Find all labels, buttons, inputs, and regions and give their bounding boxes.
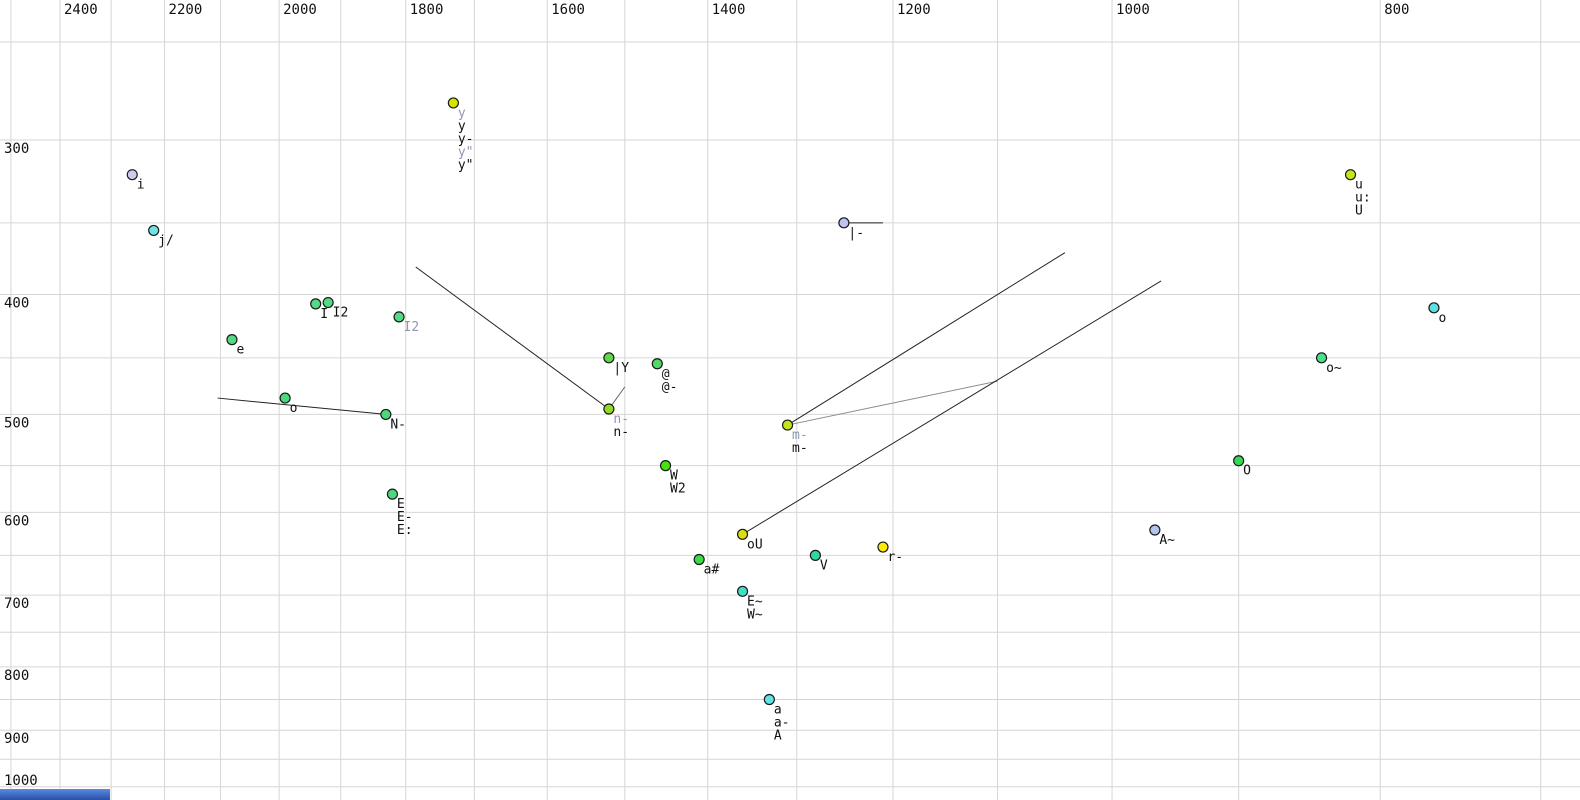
point-label: u: [1355, 178, 1363, 193]
point-label: m-: [792, 428, 808, 443]
point-label: E~: [747, 594, 763, 609]
data-point[interactable]: [279, 392, 291, 404]
point-label: A: [774, 728, 782, 743]
y-tick-label: 300: [4, 141, 29, 157]
point-label: I: [320, 307, 328, 322]
point-label: N-: [390, 417, 406, 432]
data-point[interactable]: [659, 460, 672, 472]
data-point[interactable]: [1233, 455, 1245, 467]
y-tick-label: 1000: [4, 773, 38, 789]
data-point[interactable]: [603, 403, 615, 415]
point-label: o~: [1326, 361, 1342, 376]
data-point[interactable]: [1315, 352, 1328, 364]
data-point[interactable]: [393, 311, 405, 323]
point-label: U: [1355, 204, 1363, 219]
point-label: o: [290, 401, 298, 416]
point-label: V: [820, 558, 828, 573]
point-label: r-: [887, 550, 903, 565]
point-label: O: [1243, 464, 1251, 479]
point-label: i: [137, 178, 145, 193]
point-label: W~: [747, 607, 763, 622]
point-label: @-: [662, 380, 678, 395]
point-label: o: [1438, 311, 1446, 326]
trajectory-line: [415, 266, 610, 410]
data-point[interactable]: [322, 296, 334, 309]
data-point[interactable]: [603, 352, 615, 364]
y-tick-label: 500: [4, 415, 29, 431]
point-label: I2: [333, 306, 349, 321]
point-label: A~: [1159, 533, 1175, 548]
data-point[interactable]: [809, 549, 821, 561]
point-label: y: [458, 106, 466, 121]
x-tick-label: 2400: [64, 2, 98, 18]
point-label: y": [458, 145, 474, 160]
x-tick-label: 1200: [897, 2, 931, 18]
x-tick-label: 2000: [283, 2, 317, 18]
point-label: |-: [848, 226, 864, 241]
data-point[interactable]: [447, 97, 459, 109]
point-label: a#: [704, 562, 720, 577]
y-tick-label: 400: [4, 296, 29, 312]
point-label: a: [774, 702, 782, 717]
y-tick-label: 600: [4, 513, 29, 529]
point-label: a-: [774, 715, 790, 730]
data-point[interactable]: [877, 541, 889, 553]
data-point[interactable]: [1149, 524, 1161, 536]
point-label: I2: [404, 320, 420, 335]
point-label: n-: [613, 412, 629, 427]
point-label: m-: [792, 441, 808, 456]
point-label: y": [458, 158, 474, 173]
trajectory-line: [742, 280, 1162, 535]
point-label: W: [670, 469, 678, 484]
data-point[interactable]: [310, 298, 322, 310]
x-tick-label: 1000: [1116, 2, 1150, 18]
data-point[interactable]: [838, 217, 850, 229]
y-tick-label: 700: [4, 596, 29, 612]
x-tick-label: 2200: [169, 2, 203, 18]
point-label: |Y: [613, 361, 629, 376]
data-point[interactable]: [736, 528, 749, 540]
data-point[interactable]: [148, 224, 160, 237]
point-label: e: [236, 343, 244, 358]
data-point[interactable]: [226, 334, 238, 346]
x-tick-label: 1400: [712, 2, 746, 18]
background-window-fragment[interactable]: [0, 789, 110, 800]
point-label: u:: [1355, 191, 1371, 206]
data-point[interactable]: [763, 693, 775, 706]
point-label: j/: [158, 233, 174, 248]
data-point[interactable]: [380, 408, 392, 421]
data-point[interactable]: [651, 358, 663, 370]
y-tick-label: 900: [4, 731, 29, 747]
data-point[interactable]: [1344, 169, 1357, 181]
point-label: y-: [458, 132, 474, 147]
data-point[interactable]: [781, 419, 794, 431]
trajectory-line: [787, 252, 1066, 426]
trajectory-line: [787, 380, 998, 426]
data-point[interactable]: [126, 169, 138, 181]
x-tick-label: 800: [1384, 2, 1409, 18]
data-point[interactable]: [736, 585, 749, 597]
point-label: n-: [613, 425, 629, 440]
point-label: oU: [747, 537, 763, 552]
point-label: E: [397, 497, 405, 512]
point-label: E-: [397, 510, 413, 525]
point-label: W2: [670, 482, 686, 497]
point-label: E:: [397, 523, 413, 538]
data-point[interactable]: [1428, 302, 1440, 314]
point-label: y: [458, 119, 466, 134]
data-point[interactable]: [386, 488, 399, 500]
y-tick-label: 800: [4, 668, 29, 684]
data-point[interactable]: [693, 553, 705, 566]
x-tick-label: 1800: [410, 2, 444, 18]
x-tick-label: 1600: [551, 2, 585, 18]
point-label: @: [662, 367, 670, 382]
trajectory-line: [217, 397, 386, 415]
